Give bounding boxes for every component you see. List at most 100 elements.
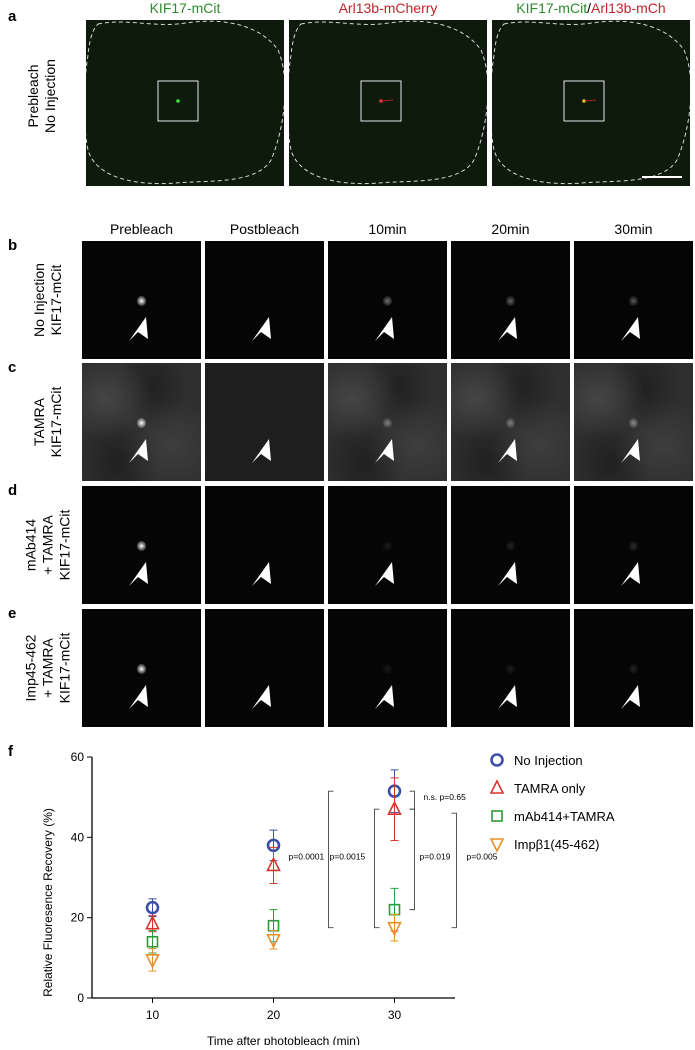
arrowhead-icon: [621, 439, 640, 463]
roi-box: [360, 80, 402, 122]
image-d-prebleach: [82, 486, 201, 604]
arrowhead-icon: [129, 562, 148, 586]
data-point-triangle-down: [145, 954, 160, 969]
fluorescent-spot: [383, 664, 392, 674]
fluorescent-spot: [383, 418, 392, 428]
image-b-prebleach: [82, 241, 201, 359]
row-label-line: TAMRA: [31, 398, 47, 446]
row-label-line: mAb414: [22, 518, 39, 572]
image-b-postbleach: [205, 241, 324, 359]
data-point-circle: [145, 900, 160, 915]
arrowhead-icon: [252, 685, 271, 709]
row-label-c: TAMRA KIF17-mCit: [31, 387, 65, 458]
image-d-20min: [451, 486, 570, 604]
fluorescent-spot: [629, 418, 638, 428]
arrowhead-icon: [621, 562, 640, 586]
y-tick-label: 0: [77, 991, 84, 1005]
data-point-square: [146, 935, 159, 948]
arrowhead-icon: [375, 439, 394, 463]
fluorescent-spot: [629, 296, 638, 306]
arrowhead-icon: [252, 439, 271, 463]
arrowhead-icon: [498, 317, 517, 341]
cell-outline: [492, 20, 690, 185]
data-point-triangle-up: [145, 914, 160, 930]
image-c-postbleach: [205, 363, 324, 481]
panel-a-title-part: /: [587, 0, 591, 16]
arrowhead-icon: [375, 685, 394, 709]
p-value-label: p=0.0015: [330, 851, 366, 861]
panel-a-row-label: Prebleach No Injection: [25, 59, 58, 133]
cilium-spot: [176, 99, 180, 103]
image-b-20min: [451, 241, 570, 359]
legend-marker-triangle-up: [489, 779, 505, 794]
image-e-20min: [451, 609, 570, 727]
arrowhead-icon: [498, 685, 517, 709]
panel-a-title-3: KIF17-mCit/Arl13b-mCh: [492, 0, 690, 16]
recovery-chart: 0 20 40 60 10 20 30 Time after photobleach (min…: [41, 750, 615, 1045]
panel-f-label: f: [8, 743, 13, 760]
y-axis-label: Relative Fluoresence Recovery (%): [41, 808, 55, 997]
arrowhead-icon: [129, 317, 148, 341]
image-c-prebleach: [82, 363, 201, 481]
panel-a-title-1: KIF17-mCit: [86, 0, 284, 16]
legend-label: mAb414+TAMRA: [514, 809, 615, 824]
row-label-line: Imp45-462: [22, 634, 39, 702]
row-label-line: KIF17-mCit: [56, 632, 73, 704]
legend-marker-square: [491, 810, 503, 822]
image-e-postbleach: [205, 609, 324, 727]
row-label-line: KIF17-mCit: [48, 386, 64, 458]
legend-label: Impβ1(45-462): [514, 837, 600, 852]
fluorescent-spot: [137, 541, 146, 551]
arrowhead-icon: [129, 439, 148, 463]
legend-label: TAMRA only: [514, 781, 586, 796]
row-label-line: No Injection: [31, 263, 47, 337]
p-value-label: n.s. p=0.65: [424, 792, 467, 802]
image-d-postbleach: [205, 486, 324, 604]
fluorescent-spot: [506, 418, 515, 428]
row-label-e: Imp45-462 + TAMRA KIF17-mCit: [23, 633, 74, 704]
arrowhead-icon: [498, 439, 517, 463]
p-value-label: p=0.0001: [289, 851, 325, 861]
cilium-tail: [584, 99, 597, 102]
row-label-line: + TAMRA: [39, 638, 56, 698]
column-title-20min: 20min: [491, 221, 530, 237]
row-label-d: mAb414 + TAMRA KIF17-mCit: [23, 510, 74, 581]
roi-box: [157, 80, 199, 122]
image-c-30min: [574, 363, 693, 481]
arrowhead-icon: [252, 562, 271, 586]
cilium-tail: [381, 99, 394, 102]
legend-marker-circle: [490, 753, 504, 767]
column-title-prebleach: Prebleach: [109, 221, 174, 237]
column-title-10min: 10min: [368, 221, 407, 237]
fluorescent-spot: [629, 541, 638, 551]
cell-outline: [86, 20, 284, 185]
image-e-10min: [328, 609, 447, 727]
y-tick-label: 20: [71, 911, 85, 925]
image-b-30min: [574, 241, 693, 359]
p-value-label: p=0.019: [420, 851, 451, 861]
panel-b-label: b: [8, 237, 18, 254]
legend-marker-triangle-down: [489, 838, 505, 853]
y-tick-label: 60: [71, 750, 85, 764]
fluorescent-spot: [506, 296, 515, 306]
roi-box: [563, 80, 605, 122]
panel-a-image-3: [492, 20, 690, 186]
image-e-prebleach: [82, 609, 201, 727]
x-axis-label: Time after photobleach (min): [207, 1034, 360, 1045]
fluorescent-spot: [137, 296, 146, 306]
fluorescent-spot: [506, 541, 515, 551]
panel-a-title-part: Arl13b-mCh: [590, 0, 666, 16]
panel-d-label: d: [8, 482, 18, 499]
data-point-triangle-down: [266, 933, 281, 949]
data-point-triangle-up: [266, 856, 281, 872]
legend-label: No Injection: [514, 753, 583, 768]
arrowhead-icon: [375, 317, 394, 341]
image-c-20min: [451, 363, 570, 481]
x-tick-label: 10: [146, 1008, 160, 1022]
x-tick-label: 30: [388, 1008, 402, 1022]
panel-a-label: a: [8, 8, 17, 25]
p-value-label: p=0.005: [467, 851, 498, 861]
fluorescent-spot: [383, 296, 392, 306]
panel-c-label: c: [8, 359, 17, 376]
arrowhead-icon: [252, 317, 271, 341]
